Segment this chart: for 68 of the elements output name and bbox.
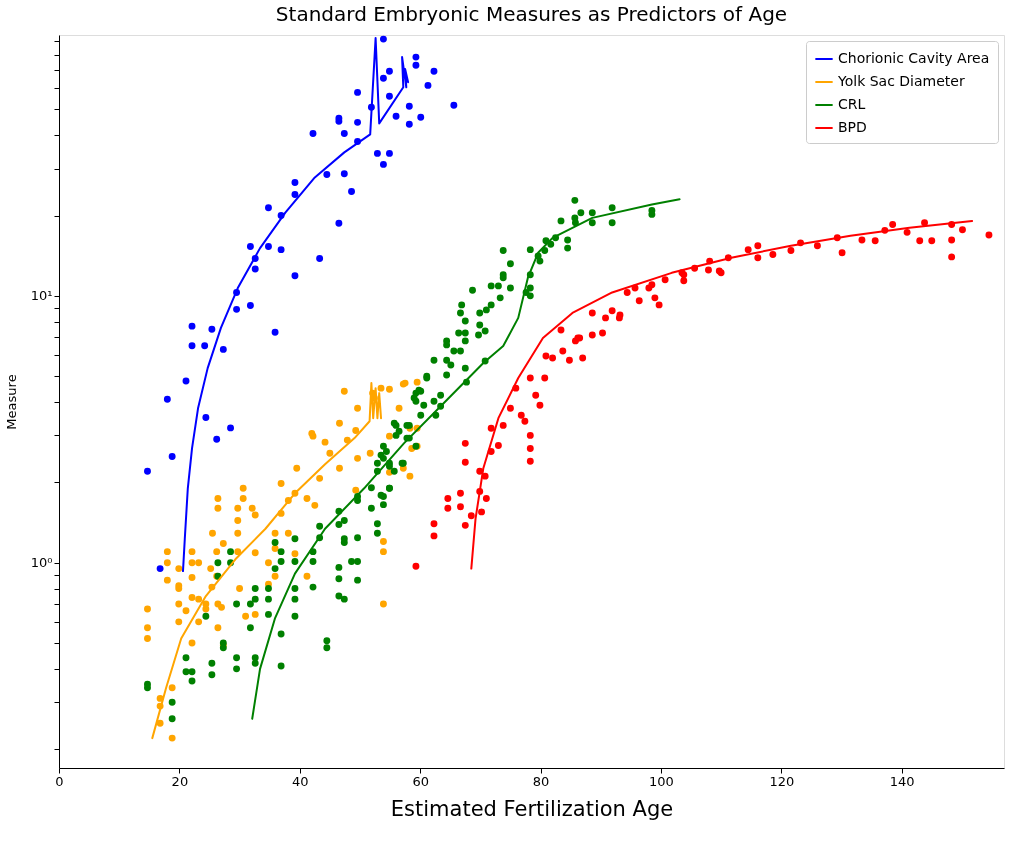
point: [271, 328, 279, 336]
point: [424, 81, 432, 89]
point: [188, 322, 196, 330]
point: [277, 246, 285, 254]
x-tick-label: 140: [889, 773, 915, 789]
point: [246, 243, 254, 251]
point: [385, 149, 393, 157]
x-tick-label: 100: [649, 773, 674, 789]
x-axis-title: Estimated Fertilization Age: [390, 796, 674, 821]
point: [163, 395, 171, 403]
x-tick-label: 120: [769, 773, 795, 789]
point: [202, 414, 210, 421]
point: [201, 342, 209, 350]
point: [340, 170, 348, 178]
x-tick-label: 0: [55, 773, 64, 789]
point: [379, 35, 387, 43]
x-tick-label: 60: [412, 773, 429, 789]
x-tick-label: 20: [171, 773, 189, 789]
point: [227, 424, 235, 432]
x-tick-label: 80: [532, 773, 550, 789]
point: [182, 377, 190, 385]
point: [354, 88, 362, 96]
chart-title: Standard Embryonic Measures as Predictors of Age: [275, 2, 788, 26]
point: [156, 565, 164, 573]
point: [450, 101, 458, 109]
point: [144, 467, 151, 475]
point: [379, 160, 387, 168]
line-series: [151, 382, 383, 740]
point: [373, 149, 381, 157]
point: [168, 453, 176, 460]
y-tick-label: 10¹: [30, 288, 53, 304]
point: [265, 204, 272, 212]
point: [335, 219, 343, 227]
point: [405, 102, 413, 110]
point: [412, 61, 420, 69]
point: [354, 118, 362, 126]
legend-label: Chorionic Cavity Area: [838, 50, 990, 66]
point: [219, 345, 227, 353]
point: [291, 272, 299, 280]
point: [291, 179, 299, 186]
y-axis-title: Measure: [3, 374, 19, 430]
point: [385, 67, 393, 75]
point: [430, 67, 438, 75]
point: [316, 255, 324, 262]
x-tick-label: 40: [291, 773, 309, 789]
point: [405, 120, 413, 128]
line-series: [251, 198, 681, 720]
legend-label: Yolk Sac Diameter: [837, 73, 965, 89]
point: [323, 171, 331, 178]
legend-label: BPD: [838, 119, 867, 135]
point: [412, 53, 420, 61]
point: [385, 92, 393, 100]
point: [208, 325, 216, 333]
point: [265, 243, 272, 251]
point: [348, 188, 355, 196]
point: [246, 302, 254, 309]
point: [188, 342, 196, 350]
point: [233, 305, 241, 313]
point: [340, 130, 348, 137]
point: [291, 190, 299, 198]
point: [213, 435, 221, 443]
point: [379, 74, 387, 82]
point: [251, 265, 259, 273]
legend-label: CRL: [838, 96, 866, 112]
y-tick-label: 10⁰: [30, 555, 53, 571]
point: [417, 113, 425, 121]
point: [309, 130, 317, 137]
point: [392, 112, 400, 120]
